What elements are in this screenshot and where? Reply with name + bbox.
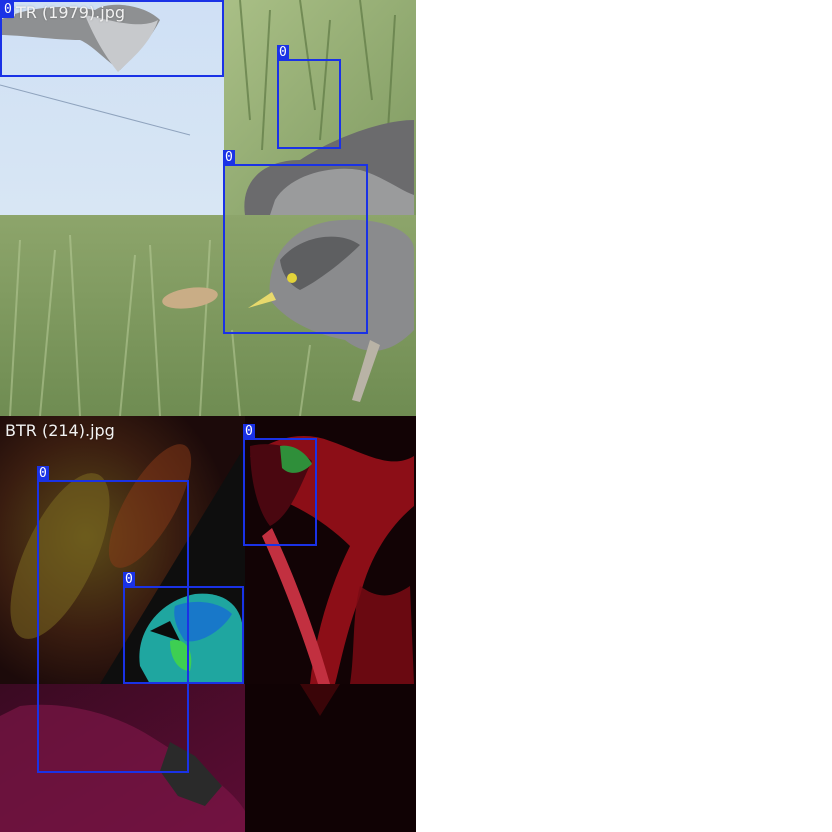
detection-box[interactable]: 0: [223, 150, 368, 334]
class-label: 0: [37, 466, 49, 482]
detection-box[interactable]: 0: [123, 572, 244, 684]
mosaic-tile-bottom: BTR (214).jpg 0 0 0: [0, 416, 416, 832]
class-label: 0: [123, 572, 135, 588]
detection-box[interactable]: 0: [0, 0, 224, 77]
mosaic-image-bottom: [0, 416, 416, 832]
image-filename: BTR (1979).jpg: [5, 3, 125, 22]
detection-box[interactable]: 0: [277, 45, 341, 149]
mosaic-image-top: [0, 0, 416, 416]
class-label: 0: [277, 45, 289, 61]
mosaic-tile-top: BTR (1979).jpg 0 0 0: [0, 0, 416, 416]
empty-canvas-area: [416, 0, 832, 832]
class-label: 0: [223, 150, 235, 166]
detection-box[interactable]: 0: [37, 466, 189, 773]
class-label: 0: [243, 424, 255, 440]
detection-box[interactable]: 0: [243, 424, 317, 546]
class-label: 0: [2, 2, 14, 18]
image-filename: BTR (214).jpg: [5, 421, 115, 440]
